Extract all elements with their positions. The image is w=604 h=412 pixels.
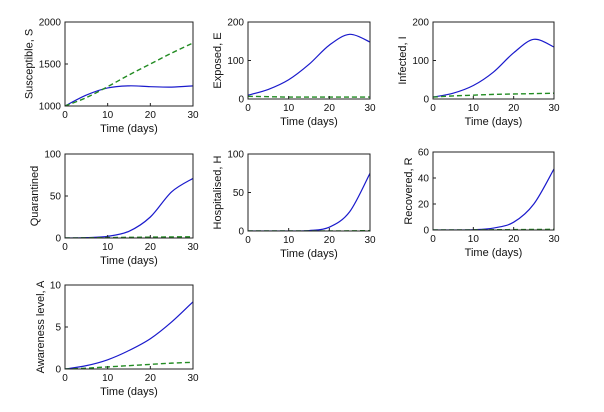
recovered-ytick-label: 40 — [418, 174, 430, 185]
awareness-series-dashed-line — [65, 361, 193, 369]
awareness-xtick-label: 0 — [62, 373, 68, 384]
awareness-y-axis-title: Awareness level, A — [35, 280, 47, 373]
recovered-ytick-label: 60 — [418, 148, 430, 159]
awareness-xtick-label: 30 — [187, 373, 199, 384]
quarantined-xtick-label: 30 — [187, 242, 199, 253]
panel-hospitalised: 0 10 20 30 0 50 100 Time (days) Hospitalised, H — [212, 150, 376, 261]
susceptible-axes-frame — [64, 21, 194, 107]
awareness-ytick-label: 0 — [55, 365, 61, 376]
hospitalised-xtick-label: 0 — [245, 235, 251, 246]
quarantined-ytick-label: 50 — [50, 192, 62, 203]
susceptible-xtick-label: 30 — [187, 110, 199, 121]
exposed-ytick-label: 100 — [227, 56, 244, 67]
awareness-x-axis-title: Time (days) — [100, 386, 158, 398]
infected-xtick-label: 0 — [430, 103, 436, 114]
infected-xtick-label: 30 — [548, 103, 560, 114]
exposed-x-axis-title: Time (days) — [280, 116, 338, 128]
quarantined-series-dashed-line — [65, 236, 193, 238]
exposed-xtick-label: 30 — [364, 103, 376, 114]
recovered-axes-frame — [432, 151, 555, 231]
panel-recovered: 0 10 20 30 0 20 40 60 Time (days) Recovered, R — [403, 148, 560, 260]
infected-ytick-label: 100 — [412, 56, 429, 67]
hospitalised-xtick-label: 10 — [283, 235, 295, 246]
exposed-xtick-label: 0 — [245, 103, 251, 114]
awareness-ytick-label: 10 — [50, 281, 62, 292]
hospitalised-xtick-label: 20 — [324, 235, 336, 246]
exposed-series-solid-line — [248, 33, 370, 96]
infected-ytick-label: 200 — [412, 18, 429, 29]
infected-axes-frame — [432, 21, 555, 100]
susceptible-ytick-label: 2000 — [39, 18, 62, 29]
susceptible-xtick-label: 0 — [62, 110, 68, 121]
exposed-series-dashed-line — [248, 95, 370, 98]
recovered-xtick-label: 30 — [548, 234, 560, 245]
susceptible-series-solid-line — [65, 85, 193, 106]
quarantined-series-solid-line — [65, 177, 193, 238]
hospitalised-xtick-label: 30 — [364, 235, 376, 246]
recovered-ytick-label: 0 — [423, 226, 429, 237]
panel-awareness: 0 10 20 30 0 5 10 Time (days) Awareness level, A — [35, 280, 199, 398]
panel-infected: 0 10 20 30 0 100 200 Time (days) Infected, I — [397, 18, 560, 129]
quarantined-axes-frame — [64, 153, 194, 239]
recovered-xtick-label: 10 — [468, 234, 480, 245]
susceptible-xtick-label: 10 — [102, 110, 114, 121]
susceptible-xtick-label: 20 — [145, 110, 157, 121]
awareness-series-solid-line — [65, 301, 193, 369]
panel-susceptible: 0 10 20 30 1000 1500 2000 Time (days) Susceptibl… — [24, 18, 199, 136]
awareness-axes-frame — [64, 284, 194, 370]
exposed-axes-frame — [247, 21, 371, 100]
susceptible-ytick-label: 1000 — [39, 102, 62, 113]
susceptible-x-axis-title: Time (days) — [100, 123, 158, 135]
awareness-xtick-label: 10 — [102, 373, 114, 384]
hospitalised-series-solid-line — [248, 172, 370, 231]
exposed-xtick-label: 20 — [324, 103, 336, 114]
infected-xtick-label: 20 — [508, 103, 520, 114]
quarantined-xtick-label: 0 — [62, 242, 68, 253]
hospitalised-ytick-label: 100 — [227, 150, 244, 161]
awareness-ytick-label: 5 — [55, 323, 61, 334]
panel-quarantined: 0 10 20 30 0 50 100 Time (days) Quarantined — [29, 150, 199, 268]
quarantined-xtick-label: 20 — [145, 242, 157, 253]
hospitalised-ytick-label: 50 — [233, 188, 245, 199]
quarantined-ytick-label: 100 — [44, 150, 61, 161]
exposed-y-axis-title: Exposed, E — [212, 32, 224, 88]
hospitalised-axes-frame — [247, 153, 371, 232]
recovered-x-axis-title: Time (days) — [465, 247, 523, 259]
hospitalised-y-axis-title: Hospitalised, H — [212, 155, 224, 229]
infected-xtick-label: 10 — [468, 103, 480, 114]
infected-series-dashed-line — [433, 92, 554, 98]
panel-exposed: 0 10 20 30 0 100 200 Time (days) Exposed, E — [212, 18, 376, 129]
susceptible-ytick-label: 1500 — [39, 60, 62, 71]
quarantined-x-axis-title: Time (days) — [100, 255, 158, 267]
infected-series-solid-line — [433, 38, 554, 98]
hospitalised-ytick-label: 0 — [238, 227, 244, 238]
quarantined-y-axis-title: Quarantined — [29, 166, 41, 227]
exposed-ytick-label: 0 — [238, 95, 244, 106]
recovered-y-axis-title: Recovered, R — [403, 157, 415, 224]
recovered-xtick-label: 20 — [508, 234, 520, 245]
recovered-series-solid-line — [433, 168, 554, 230]
quarantined-xtick-label: 10 — [102, 242, 114, 253]
awareness-xtick-label: 20 — [145, 373, 157, 384]
susceptible-y-axis-title: Susceptible, S — [24, 29, 36, 99]
infected-y-axis-title: Infected, I — [397, 36, 409, 84]
infected-ytick-label: 0 — [423, 95, 429, 106]
exposed-ytick-label: 200 — [227, 18, 244, 29]
recovered-ytick-label: 20 — [418, 200, 430, 211]
recovered-xtick-label: 0 — [430, 234, 436, 245]
infected-x-axis-title: Time (days) — [465, 116, 523, 128]
hospitalised-x-axis-title: Time (days) — [280, 248, 338, 260]
quarantined-ytick-label: 0 — [55, 234, 61, 245]
exposed-xtick-label: 10 — [283, 103, 295, 114]
